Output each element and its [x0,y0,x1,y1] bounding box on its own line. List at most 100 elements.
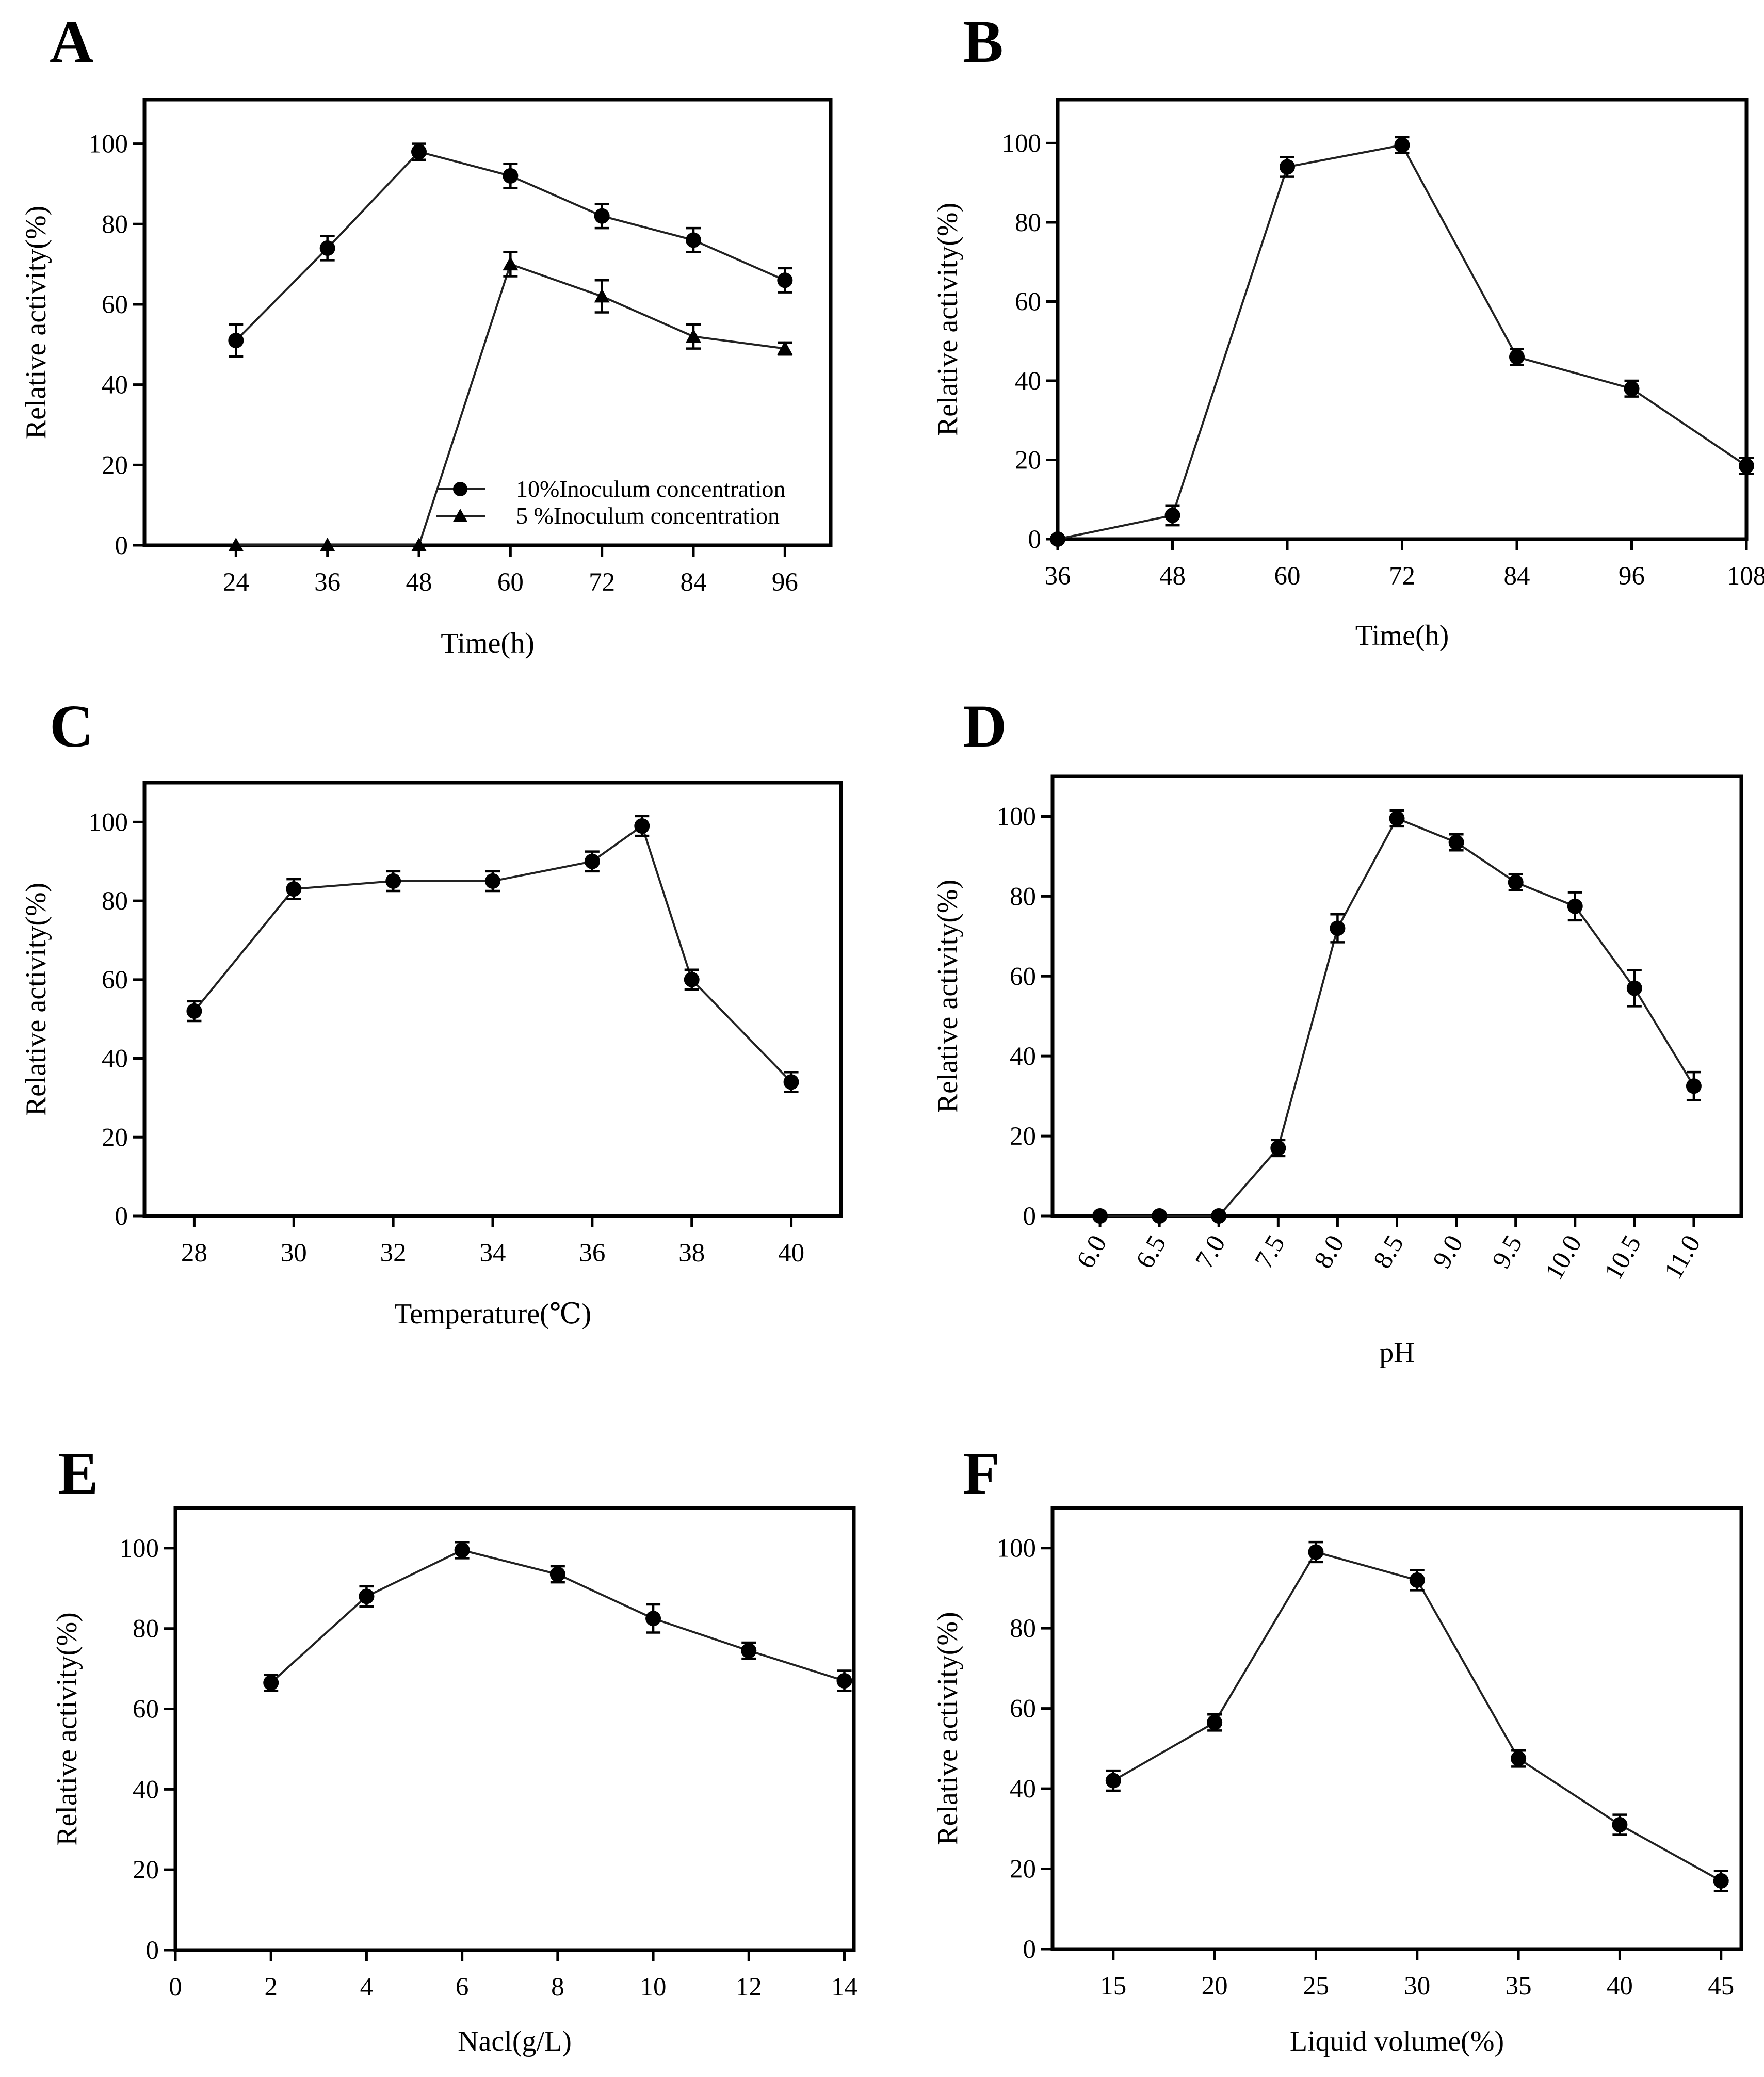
x-tick-label: 10.5 [1599,1230,1647,1285]
data-point [503,168,519,184]
y-tick-label: 20 [102,1123,128,1152]
data-point-triangle [777,340,793,355]
x-tick-label: 35 [1506,1972,1532,2001]
panel-letter: C [50,692,93,760]
panel-letter: A [50,8,93,75]
data-point [1686,1078,1702,1094]
x-axis-title: Temperature(℃) [394,1298,591,1330]
chart-panel-d: D 0 20 40 60 80 100 6.0 6.5 7.0 7.5 8.0 8.5 9.0 9.5 10.… [932,692,1743,1369]
y-tick-label: 100 [1002,129,1042,158]
series-1 [1092,809,1702,1224]
x-tick-label: 0 [169,1973,182,2002]
x-tick-label: 108 [1727,562,1764,591]
plot-frame [173,1506,856,1952]
series-line [193,824,792,1083]
series-line [1100,817,1695,1217]
y-tick-label: 40 [1010,1775,1036,1804]
y-tick-label: 80 [1015,208,1041,237]
data-point [594,208,610,224]
y-axis-title: Relative activity(%) [932,880,964,1113]
data-point [783,1074,799,1090]
data-point [454,1542,470,1558]
data-point [286,881,302,897]
data-point [411,144,427,160]
data-point-triangle [686,329,701,343]
x-tick-label: 2 [264,1973,278,2002]
x-tick-label: 32 [380,1239,407,1268]
data-point-triangle [319,538,335,551]
x-axis-title: Time(h) [441,627,535,659]
series-2 [228,251,793,551]
x-tick-label: 45 [1708,1972,1734,2001]
x-tick-label: 8 [551,1973,564,2002]
x-axis-title: Nacl(g/L) [458,2025,572,2057]
data-point [1105,1773,1121,1789]
data-point [228,333,244,349]
x-axis-title: Time(h) [1355,620,1449,652]
y-tick-label: 20 [102,451,128,480]
x-tick-label: 84 [1504,562,1530,591]
y-axis-title: Relative activity(%) [20,206,52,439]
x-tick-label: 36 [579,1239,605,1268]
x-tick-label: 20 [1202,1972,1228,2001]
chart-panel-f: F 0 20 40 60 80 100 15 20 25 30 35 40 45 Liquid volume… [932,1439,1743,2057]
y-tick-label: 0 [115,1202,128,1231]
data-point [1713,1873,1729,1889]
x-tick-label: 84 [681,568,707,597]
x-tick-label: 8.0 [1308,1230,1350,1273]
data-point [645,1611,661,1627]
data-point [1612,1817,1628,1833]
data-point [1624,381,1640,397]
data-point [686,232,701,248]
x-tick-label: 38 [678,1239,705,1268]
panel-letter: E [58,1439,99,1507]
y-tick-label: 60 [102,966,128,995]
y-tick-label: 60 [1010,962,1036,991]
x-tick-label: 25 [1303,1972,1329,2001]
x-tick-label: 6 [456,1973,469,2002]
y-tick-label: 60 [1010,1695,1036,1724]
x-tick-label: 30 [1404,1972,1430,2001]
data-point [1280,159,1295,175]
data-point [385,873,401,889]
y-axis-title: Relative activity(%) [932,203,964,436]
y-tick-label: 0 [1023,1202,1037,1231]
chart-panel-e: E 0 20 40 60 80 100 0 2 4 6 8 10 12 14 Nacl(g/L) Relativ… [51,1439,857,2057]
x-tick-label: 7.0 [1190,1230,1231,1273]
x-axis-title: pH [1379,1337,1414,1369]
y-tick-label: 0 [1028,525,1042,554]
data-point [263,1675,279,1691]
chart-panel-b: B 0 20 40 60 80 100 36 48 60 72 84 96 108 Time(h) Relat… [932,8,1764,652]
data-point [1567,898,1583,914]
data-point-triangle [594,288,610,303]
data-point-triangle [503,256,519,271]
y-tick-label: 40 [102,371,128,400]
y-tick-label: 40 [102,1045,128,1074]
data-point [1394,137,1410,153]
plot-frame [142,98,833,547]
x-tick-label: 40 [778,1239,804,1268]
data-point [741,1643,757,1659]
legend-marker-triangle [453,509,467,522]
y-tick-label: 100 [89,808,128,837]
data-point [836,1673,852,1689]
series-line [1112,1551,1722,1882]
plot-frame [1050,774,1743,1218]
x-tick-label: 48 [1159,562,1186,591]
data-point [1330,920,1346,936]
x-tick-label: 34 [480,1239,506,1268]
series-1 [228,142,793,358]
plot-frame [1050,1506,1743,1951]
y-tick-label: 40 [1015,367,1041,396]
x-tick-label: 96 [772,568,798,597]
data-point [1626,980,1642,996]
data-point [1448,834,1464,850]
data-point [1207,1714,1223,1730]
chart-panel-c: C 0 20 40 60 80 100 28 30 32 34 36 38 40 Temperature(℃… [20,692,843,1330]
plot-frame [142,781,843,1218]
data-point [186,1003,202,1019]
x-tick-label: 60 [497,568,524,597]
x-tick-label: 10 [640,1973,667,2002]
data-point [1211,1208,1227,1224]
